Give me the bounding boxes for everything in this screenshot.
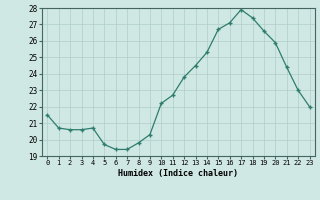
X-axis label: Humidex (Indice chaleur): Humidex (Indice chaleur) — [118, 169, 238, 178]
